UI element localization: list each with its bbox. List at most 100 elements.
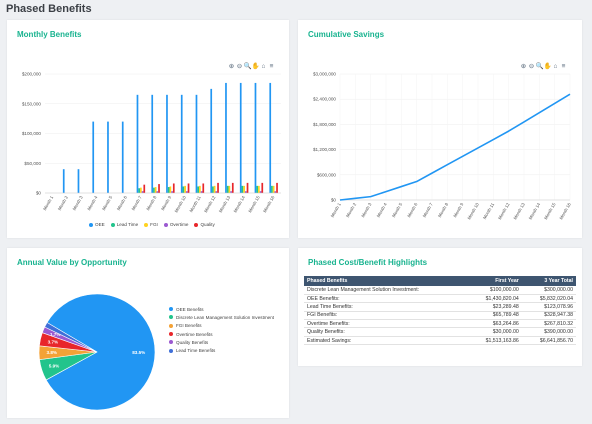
x-tick-label: Month 7	[422, 202, 435, 219]
legend-marker	[169, 332, 173, 337]
table-row: FGI Benefits: $65,789.48 $328,947.38	[304, 311, 576, 321]
table-cell: $23,289.48	[467, 302, 522, 312]
legend-item[interactable]: Lead Time	[110, 222, 139, 227]
bar-fgi	[140, 187, 142, 193]
bar-fgi	[169, 186, 172, 193]
pan-hand-icon[interactable]: ✋	[543, 63, 552, 71]
table-cell: Estimated Savings:	[304, 336, 468, 346]
table-row: OEE Benefits: $1,430,820.04 $5,832,020.04	[304, 294, 576, 304]
x-tick-label: Month 16	[262, 195, 276, 214]
bar-oee	[107, 121, 109, 193]
bar-fgi	[213, 185, 216, 193]
x-tick-label: Month 2	[57, 195, 70, 212]
bar-oee	[62, 169, 65, 193]
bar-overtime	[230, 191, 232, 193]
bar-oee	[121, 121, 124, 193]
legend-item[interactable]: Overtime	[163, 222, 188, 227]
bar-fgi	[243, 185, 245, 193]
legend-marker	[163, 222, 168, 227]
table-cell: $300,000.00	[521, 286, 576, 295]
home-icon[interactable]: ⌂	[261, 63, 266, 71]
legend-item[interactable]: Quality Benefits	[169, 338, 274, 346]
x-tick-label: Month 3	[71, 195, 84, 212]
highlights-table-header: Phased Benefits First Year 3 Year Total	[304, 276, 576, 286]
highlights-card: Phased Cost/Benefit Highlights Phased Be…	[298, 248, 582, 366]
legend-item[interactable]: OEE Benefits	[169, 305, 274, 313]
bar-overtime	[156, 191, 159, 193]
x-tick-label: Month 14	[528, 202, 542, 221]
legend-item[interactable]: Overtime Benefits	[169, 330, 274, 338]
menu-icon[interactable]: ≡	[561, 63, 566, 71]
table-header-cell: Phased Benefits	[304, 276, 468, 286]
legend-item[interactable]: Lead Time Benefits	[169, 346, 274, 354]
legend-marker	[89, 222, 93, 227]
table-cell: $390,000.00	[521, 327, 576, 337]
x-tick-label: Month 15	[543, 202, 557, 221]
x-tick-label: Month 1	[42, 195, 55, 212]
bar-quality	[158, 184, 160, 193]
bar-quality	[246, 182, 249, 193]
table-cell: $65,789.48	[467, 311, 522, 321]
table-cell: $1,513,163.86	[467, 336, 522, 346]
legend-marker	[110, 222, 115, 227]
monthly-benefits-title: Monthly Benefits	[17, 30, 82, 39]
legend-marker	[169, 348, 173, 353]
magnify-icon[interactable]: 🔍	[535, 63, 544, 71]
pie-slice-label: 83.5%	[132, 350, 145, 355]
table-cell: $5,832,020.04	[521, 294, 576, 304]
legend-item[interactable]: FGI	[144, 222, 158, 227]
menu-icon[interactable]: ≡	[269, 63, 274, 71]
x-tick-label: Month 8	[145, 195, 158, 212]
bar-overtime	[259, 191, 262, 193]
x-tick-label: Month 6	[406, 202, 419, 219]
annual-value-legend: OEE Benefits Discrete Lean Management Sol…	[169, 305, 274, 355]
cumulative-savings-card: Cumulative Savings ⊕ ⊖ 🔍 ✋ ⌂ ≡ $0 $600,000 $1,2…	[298, 20, 582, 238]
bar-fgi	[258, 185, 260, 193]
magnify-icon[interactable]: 🔍	[243, 63, 252, 71]
table-cell: FGI Benefits:	[304, 311, 468, 321]
y-tick-label: $3,000,000	[313, 72, 336, 77]
table-cell: $1,430,820.04	[467, 294, 522, 304]
bar-oee	[166, 94, 168, 193]
x-tick-label: Month 9	[452, 202, 465, 219]
bar-oee	[151, 94, 154, 193]
bar-fgi	[199, 185, 201, 193]
table-cell: Discrete Lean Management Solution Invest…	[304, 286, 468, 295]
bar-lead-time	[256, 185, 259, 193]
bar-quality	[172, 183, 175, 193]
x-tick-label: Month 10	[466, 202, 480, 221]
pie-slice-label: 3.8%	[47, 350, 57, 355]
bar-quality	[276, 182, 278, 193]
zoom-out-icon[interactable]: ⊖	[528, 63, 535, 71]
bar-oee	[239, 82, 242, 193]
home-icon[interactable]: ⌂	[553, 63, 558, 71]
bar-overtime	[274, 191, 277, 193]
legend-label: Lead Time	[116, 222, 139, 227]
table-cell: Lead Time Benefits:	[304, 302, 468, 312]
bar-oee	[92, 121, 95, 193]
legend-marker	[169, 307, 173, 312]
table-header-cell: First Year	[467, 276, 522, 286]
x-tick-label: Month 5	[391, 202, 404, 219]
bar-oee	[77, 169, 80, 193]
legend-marker	[169, 323, 173, 328]
table-cell: $123,078.96	[521, 302, 576, 312]
x-tick-label: Month 14	[233, 195, 247, 214]
zoom-in-icon[interactable]: ⊕	[228, 63, 235, 71]
legend-item[interactable]: Discrete Lean Management Solution Invest…	[169, 313, 274, 321]
table-cell: $30,000.00	[467, 327, 522, 337]
legend-item[interactable]: OEE	[89, 222, 105, 227]
pan-hand-icon[interactable]: ✋	[251, 63, 260, 71]
legend-item[interactable]: FGI Benefits	[169, 322, 274, 330]
y-tick-label: $1,200,000	[313, 147, 336, 152]
legend-label: Quality	[200, 222, 215, 227]
page-title: Phased Benefits	[6, 3, 92, 15]
zoom-out-icon[interactable]: ⊖	[236, 63, 243, 71]
zoom-in-icon[interactable]: ⊕	[520, 63, 527, 71]
legend-item[interactable]: Quality	[194, 222, 215, 227]
bar-lead-time	[226, 185, 229, 193]
bar-lead-time	[167, 187, 170, 193]
bar-oee	[180, 94, 183, 193]
bar-quality	[231, 182, 234, 193]
pie-slice-label: 5.9%	[49, 364, 59, 369]
